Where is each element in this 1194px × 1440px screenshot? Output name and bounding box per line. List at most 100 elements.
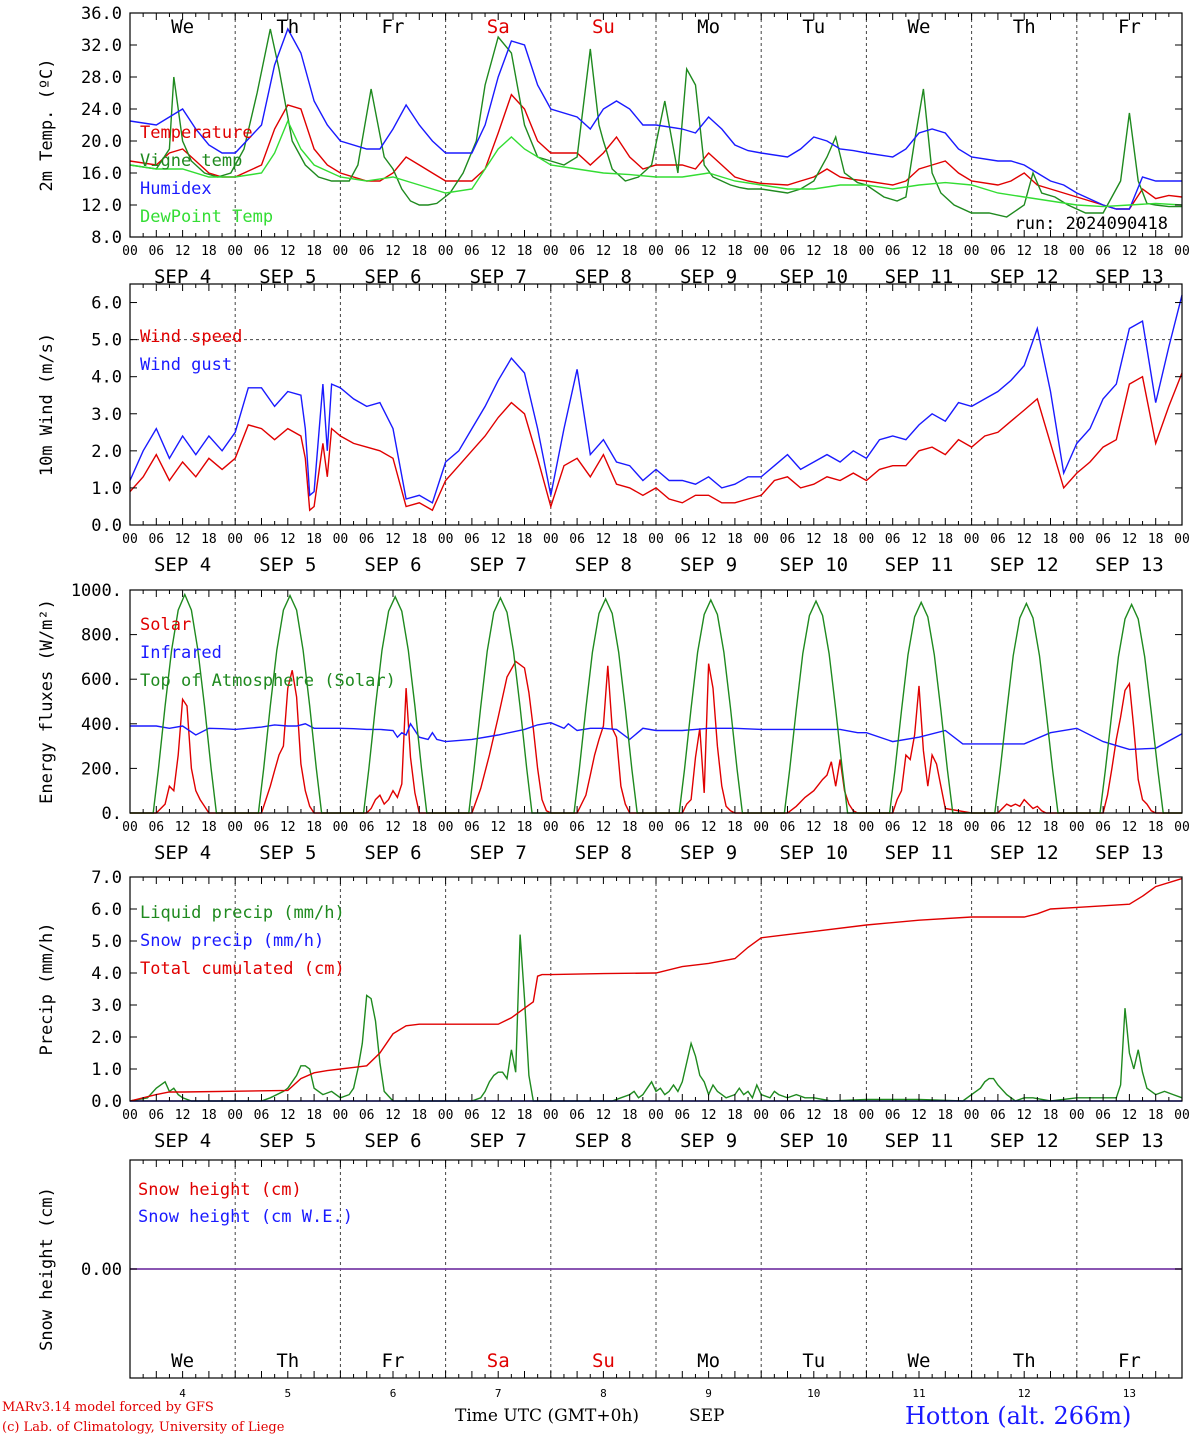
x-tick-label: 18	[517, 532, 533, 547]
date-label: SEP 4	[154, 1130, 211, 1152]
x-tick-label: 00	[859, 1108, 875, 1123]
day-name-top: We	[171, 16, 194, 38]
date-label: SEP 12	[990, 1130, 1059, 1152]
day-date-label: 13	[1123, 1387, 1136, 1400]
plot-frame	[129, 589, 1183, 814]
date-label: SEP 5	[259, 842, 316, 864]
x-tick-label: 00	[227, 1108, 243, 1123]
y-tick-label: 0.	[102, 804, 122, 824]
y-tick-label: 1.0	[91, 479, 122, 499]
x-tick-label: 06	[464, 820, 480, 835]
x-tick-label: 12	[175, 820, 191, 835]
y-tick-label: 3.0	[91, 405, 122, 425]
x-tick-label: 18	[1043, 820, 1059, 835]
y-tick-label: 7.0	[91, 868, 122, 888]
x-tick-label: 00	[122, 1108, 138, 1123]
x-tick-label: 12	[280, 820, 296, 835]
x-tick-label: 12	[596, 244, 612, 259]
date-label: SEP 13	[1095, 266, 1164, 288]
x-tick-label: 12	[911, 532, 927, 547]
day-date-label: 8	[600, 1387, 607, 1400]
date-label: SEP 4	[154, 266, 211, 288]
x-tick-label: 18	[1148, 244, 1164, 259]
x-tick-label: 12	[806, 244, 822, 259]
date-label: SEP 8	[575, 266, 632, 288]
x-tick-label: 00	[753, 1108, 769, 1123]
x-tick-label: 12	[701, 244, 717, 259]
x-tick-label: 06	[674, 532, 690, 547]
x-tick-label: 00	[227, 244, 243, 259]
x-tick-label: 06	[359, 244, 375, 259]
x-tick-label: 18	[306, 532, 322, 547]
x-tick-label: 18	[201, 820, 217, 835]
day-name-top: Fr	[1118, 16, 1141, 38]
date-label: SEP 11	[885, 1130, 954, 1152]
series-total-cumulated-cm-	[129, 877, 1183, 1102]
x-tick-label: 12	[1122, 820, 1138, 835]
x-tick-label: 06	[464, 1108, 480, 1123]
x-tick-label: 00	[543, 532, 559, 547]
x-tick-label: 00	[543, 1108, 559, 1123]
date-label: SEP 9	[680, 266, 737, 288]
y-axis-title: Snow height (cm)	[37, 1187, 57, 1351]
x-tick-label: 18	[832, 820, 848, 835]
x-tick-label: 18	[306, 244, 322, 259]
series-wind-speed	[129, 372, 1183, 512]
x-tick-label: 18	[622, 1108, 638, 1123]
y-tick-label: 28.0	[81, 68, 122, 88]
panel-snow	[129, 1159, 1183, 1379]
x-tick-label: 18	[622, 244, 638, 259]
legend-entry: Temperature	[140, 123, 253, 143]
x-tick-label: 12	[806, 1108, 822, 1123]
x-tick-label: 00	[333, 1108, 349, 1123]
x-tick-label: 18	[517, 244, 533, 259]
x-tick-label: 12	[1122, 1108, 1138, 1123]
x-tick-label: 12	[701, 820, 717, 835]
y-tick-label: 3.0	[91, 996, 122, 1016]
day-name-top: Mo	[697, 16, 720, 38]
y-tick-label: 400.	[81, 715, 122, 735]
x-tick-label: 18	[727, 244, 743, 259]
x-tick-label: 00	[543, 244, 559, 259]
y-axis-title: 2m Temp. (ºC)	[37, 58, 57, 191]
legend-entry: Wind gust	[140, 355, 232, 375]
x-tick-label: 12	[911, 820, 927, 835]
x-tick-label: 00	[1174, 532, 1190, 547]
x-tick-label: 18	[937, 1108, 953, 1123]
x-tick-label: 06	[885, 820, 901, 835]
date-label: SEP 6	[364, 266, 421, 288]
x-tick-label: 18	[1043, 244, 1059, 259]
day-name-bottom: Th	[276, 1350, 299, 1372]
day-name-bottom: Tu	[802, 1350, 825, 1372]
date-label: SEP 12	[990, 266, 1059, 288]
date-label: SEP 4	[154, 842, 211, 864]
legend-entry: Humidex	[140, 179, 212, 199]
x-tick-label: 06	[254, 820, 270, 835]
y-axis-title: Energy fluxes (W/m²)	[37, 599, 57, 804]
y-tick-label: 5.0	[91, 331, 122, 351]
y-tick-label: 36.0	[81, 4, 122, 24]
x-tick-label: 06	[254, 532, 270, 547]
x-tick-label: 12	[701, 1108, 717, 1123]
x-tick-label: 18	[727, 532, 743, 547]
day-date-label: 9	[705, 1387, 712, 1400]
legend-entry: Top of Atmosphere (Solar)	[140, 671, 396, 691]
date-label: SEP 9	[680, 554, 737, 576]
date-label: SEP 6	[364, 554, 421, 576]
station-name: Hotton (alt. 266m)	[905, 1402, 1132, 1430]
time-axis-title: Time UTC (GMT+0h)	[455, 1406, 640, 1426]
day-name-bottom: Fr	[382, 1350, 405, 1372]
date-label: SEP 10	[779, 266, 848, 288]
x-tick-label: 06	[148, 532, 164, 547]
legend-entry: Total cumulated (cm)	[140, 959, 345, 979]
x-tick-label: 00	[122, 532, 138, 547]
x-tick-label: 06	[254, 244, 270, 259]
date-label: SEP 7	[470, 266, 527, 288]
series-temperature	[129, 93, 1183, 210]
y-tick-label: 1000.	[71, 581, 122, 601]
date-label: SEP 6	[364, 842, 421, 864]
date-label: SEP 5	[259, 266, 316, 288]
y-tick-label: 2.0	[91, 442, 122, 462]
day-date-label: 10	[807, 1387, 820, 1400]
x-tick-label: 00	[648, 1108, 664, 1123]
